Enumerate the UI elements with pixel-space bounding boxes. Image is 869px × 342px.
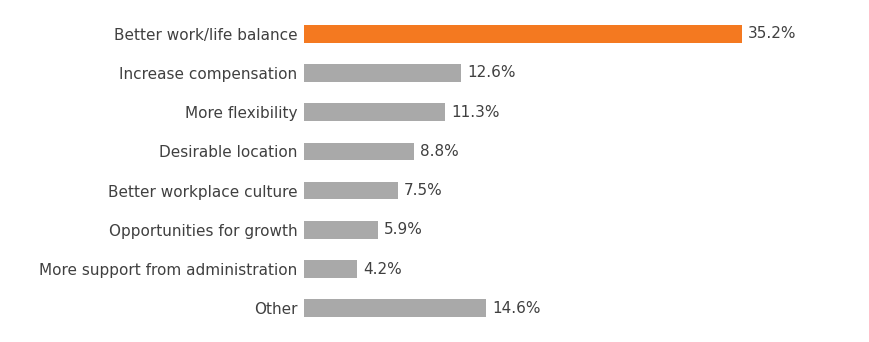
Bar — [304, 103, 444, 121]
Bar — [304, 260, 356, 278]
Text: 11.3%: 11.3% — [451, 105, 499, 120]
Bar — [304, 25, 741, 42]
Text: 7.5%: 7.5% — [403, 183, 442, 198]
Bar — [304, 221, 377, 239]
Bar — [304, 143, 414, 160]
Text: 35.2%: 35.2% — [747, 26, 796, 41]
Text: 4.2%: 4.2% — [362, 262, 401, 277]
Bar — [304, 64, 461, 82]
Text: 14.6%: 14.6% — [492, 301, 540, 316]
Bar — [304, 182, 397, 199]
Bar — [304, 300, 486, 317]
Text: 5.9%: 5.9% — [383, 222, 422, 237]
Text: 8.8%: 8.8% — [420, 144, 458, 159]
Text: 12.6%: 12.6% — [467, 65, 515, 80]
